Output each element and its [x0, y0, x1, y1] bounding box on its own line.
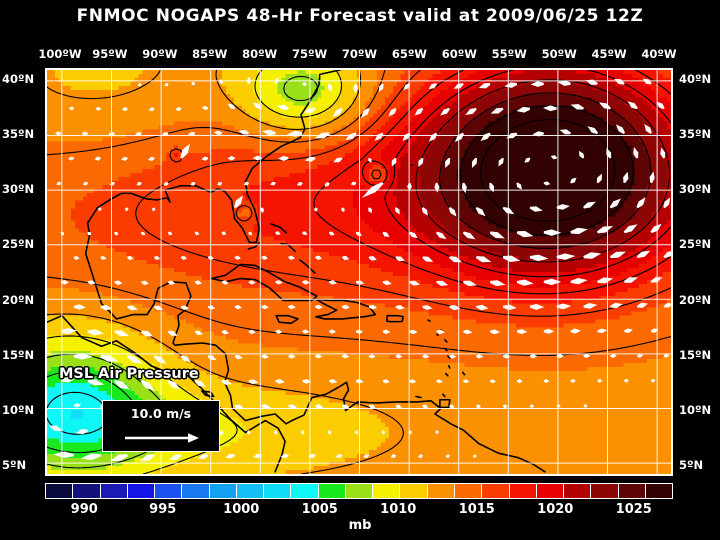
colorbar-swatch[interactable] — [454, 484, 483, 498]
colorbar-tick-label: 990 — [70, 502, 98, 517]
colorbar-swatch[interactable] — [645, 484, 673, 498]
lat-tick-label: 10ºN — [679, 402, 712, 417]
lon-tick-label: 75ºW — [291, 47, 328, 61]
colorbar-tick-label: 1025 — [615, 502, 652, 517]
colorbar-swatch[interactable] — [400, 484, 428, 498]
colorbar-swatch[interactable] — [73, 484, 101, 498]
lon-tick-label: 45ºW — [591, 47, 627, 61]
colorbar-swatch[interactable] — [264, 484, 292, 498]
map-inner — [47, 70, 671, 474]
lat-tick-label: 40ºN — [2, 72, 35, 87]
colorbar-swatch[interactable] — [100, 484, 128, 498]
colorbar-swatch[interactable] — [482, 484, 510, 498]
lon-tick-label: 95ºW — [92, 47, 128, 61]
lon-tick-label: 70ºW — [341, 47, 378, 61]
colorbar-swatch[interactable] — [509, 484, 537, 498]
lat-tick-label: 10ºN — [2, 402, 35, 417]
lon-tick-label: 55ºW — [491, 47, 527, 61]
colorbar-tick-label: 1005 — [301, 502, 338, 517]
lon-tick-label: 40ºW — [641, 47, 677, 61]
colorbar-tick-label: 1020 — [537, 502, 574, 517]
colorbar-swatch[interactable] — [209, 484, 237, 498]
colorbar-tick-label: 1000 — [223, 502, 260, 517]
lat-tick-label: 5ºN — [2, 457, 27, 472]
lat-tick-label: 30ºN — [2, 182, 35, 197]
colorbar-swatch[interactable] — [46, 484, 74, 498]
wind-vector-arrow-icon — [125, 433, 199, 443]
lon-tick-label: 60ºW — [441, 47, 477, 61]
colorbar-swatch[interactable] — [182, 484, 210, 498]
wind-vector-layer — [48, 76, 671, 462]
colorbar-swatch[interactable] — [564, 484, 592, 498]
colorbar-swatch[interactable] — [318, 484, 346, 498]
page-title: FNMOC NOGAPS 48-Hr Forecast valid at 200… — [76, 6, 644, 26]
pressure-colorbar[interactable] — [45, 483, 673, 499]
colorbar-swatch[interactable] — [127, 484, 156, 498]
lat-tick-label: 15ºN — [2, 347, 35, 362]
colorbar-unit-label: mb — [348, 518, 372, 533]
colorbar-tick-label: 995 — [149, 502, 177, 517]
wind-vector-key: 10.0 m/s — [102, 400, 220, 452]
lat-tick-label: 40ºN — [679, 72, 712, 87]
colorbar-swatch[interactable] — [236, 484, 265, 498]
lat-tick-label: 20ºN — [2, 292, 35, 307]
lat-tick-label: 5ºN — [679, 457, 704, 472]
lon-tick-label: 50ºW — [541, 47, 577, 61]
lon-tick-label: 100ºW — [38, 47, 82, 61]
lat-tick-label: 35ºN — [679, 127, 712, 142]
lon-tick-label: 65ºW — [391, 47, 427, 61]
lat-tick-label: 25ºN — [2, 237, 35, 252]
lon-tick-label: 85ºW — [192, 47, 228, 61]
lon-tick-label: 80ºW — [242, 47, 278, 61]
lat-tick-label: 25ºN — [679, 237, 712, 252]
map-canvas[interactable]: MSL Air Pressure 10.0 m/s — [45, 68, 673, 476]
colorbar-tick-label: 1010 — [380, 502, 417, 517]
colorbar-swatch[interactable] — [155, 484, 183, 498]
colorbar-swatch[interactable] — [618, 484, 646, 498]
wind-vector-key-label: 10.0 m/s — [130, 406, 192, 421]
coastline-layer — [47, 70, 546, 473]
lat-tick-label: 20ºN — [679, 292, 712, 307]
colorbar-swatch[interactable] — [345, 484, 374, 498]
lon-tick-label: 90ºW — [142, 47, 178, 61]
colorbar-swatch[interactable] — [427, 484, 455, 498]
colorbar-tick-label: 1015 — [458, 502, 495, 517]
colorbar-swatch[interactable] — [291, 484, 319, 498]
lat-tick-label: 30ºN — [679, 182, 712, 197]
colorbar-swatch[interactable] — [536, 484, 565, 498]
pressure-field-svg — [47, 70, 671, 474]
colorbar-swatch[interactable] — [373, 484, 401, 498]
lat-tick-label: 15ºN — [679, 347, 712, 362]
lat-tick-label: 35ºN — [2, 127, 35, 142]
colorbar-swatch[interactable] — [591, 484, 619, 498]
